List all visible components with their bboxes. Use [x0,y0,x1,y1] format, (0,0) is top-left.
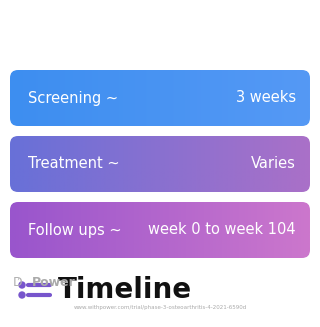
Text: D: D [13,277,23,289]
Text: week 0 to week 104: week 0 to week 104 [148,222,296,237]
Text: Follow ups ~: Follow ups ~ [28,222,122,237]
Text: Varies: Varies [251,157,296,171]
Text: Timeline: Timeline [58,276,192,304]
Text: Screening ~: Screening ~ [28,91,118,106]
Text: Power: Power [32,277,76,289]
Text: www.withpower.com/trial/phase-3-osteoarthritis-4-2021-6590d: www.withpower.com/trial/phase-3-osteoart… [73,305,247,311]
Text: 3 weeks: 3 weeks [236,91,296,106]
Circle shape [19,282,25,288]
Text: Treatment ~: Treatment ~ [28,157,120,171]
Circle shape [19,292,25,298]
Text: ’: ’ [16,278,20,288]
